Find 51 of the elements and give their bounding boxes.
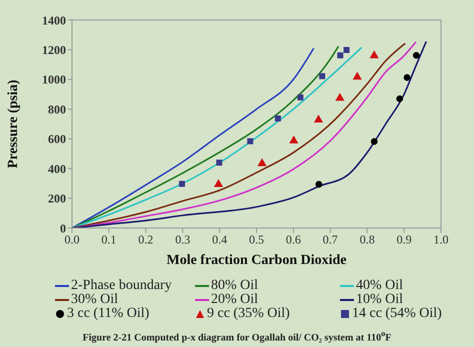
- point: [370, 138, 378, 145]
- text: Figure 2-21 Computed p-x diagram for Ogallah oil/ CO₂ system at 110$^{o}$F: [82, 329, 392, 344]
- legend-label: 10% Oil: [356, 292, 404, 307]
- x-tick-label: 0.4: [212, 232, 228, 247]
- point: [319, 73, 326, 80]
- x-tick-label: 0.1: [101, 232, 116, 247]
- legend-label: 2-Phase boundary: [71, 278, 172, 293]
- point: [335, 92, 344, 101]
- x-tick-label: 0.0: [64, 232, 80, 247]
- point: [412, 52, 420, 59]
- x-tick-label: 0.5: [249, 232, 264, 247]
- legend-label: 30% Oil: [71, 292, 118, 307]
- legend-label: 20% Oil: [211, 292, 258, 307]
- y-tick-label: 1200: [42, 42, 66, 57]
- x-tick-label: 0.6: [286, 232, 301, 247]
- y-tick-label: 600: [48, 132, 66, 146]
- y-tick-label: 200: [48, 192, 66, 206]
- x-tick-label: 0.9: [396, 232, 412, 247]
- point: [315, 180, 322, 188]
- point: [178, 180, 185, 187]
- point: [337, 52, 344, 58]
- point: [257, 158, 267, 166]
- y-tick-label: 1400: [42, 13, 66, 28]
- x-tick-label: 0.2: [138, 232, 154, 247]
- x-tick-label: 0.3: [175, 232, 190, 247]
- x-axis-title: Mole fraction Carbon Dioxide: [166, 253, 347, 268]
- point: [247, 138, 254, 144]
- y-tick-label: 400: [48, 162, 66, 176]
- legend-label: 14 cc (54% Oil): [352, 306, 442, 321]
- point: [274, 116, 281, 122]
- legend-label: 80% Oil: [211, 278, 258, 293]
- point: [396, 95, 404, 102]
- point: [314, 114, 324, 122]
- point: [344, 47, 350, 54]
- legend-label: 40% Oil: [356, 278, 404, 293]
- y-axis-title: Pressure (psia): [6, 79, 21, 168]
- x-tick-label: 0.7: [322, 232, 338, 247]
- y-tick-label: 1000: [42, 72, 66, 87]
- legend-label: 9 cc (35% Oil): [207, 306, 290, 321]
- point: [352, 72, 362, 80]
- point: [404, 74, 410, 81]
- y-tick-label: 800: [48, 102, 66, 116]
- x-tick-label: 1.0: [434, 232, 448, 247]
- y-tick-label: 0: [60, 221, 66, 236]
- point: [289, 136, 298, 144]
- point: [370, 50, 379, 58]
- point: [297, 94, 304, 100]
- x-tick-label: 0.8: [360, 232, 375, 247]
- point: [214, 179, 224, 187]
- legend-label: 3 cc (11% Oil): [67, 306, 150, 321]
- point: [216, 160, 222, 166]
